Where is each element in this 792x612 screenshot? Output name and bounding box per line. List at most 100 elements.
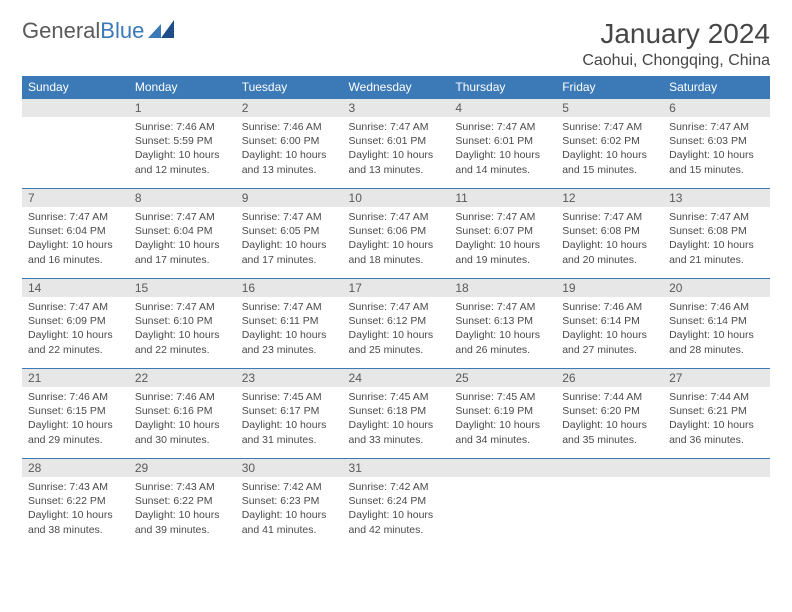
weekday-header: Saturday — [663, 76, 770, 99]
calendar-header-row: SundayMondayTuesdayWednesdayThursdayFrid… — [22, 76, 770, 99]
day-details: Sunrise: 7:47 AMSunset: 6:07 PMDaylight:… — [449, 207, 556, 271]
day-details: Sunrise: 7:47 AMSunset: 6:01 PMDaylight:… — [449, 117, 556, 181]
sunset-line: Sunset: 6:13 PM — [455, 314, 550, 328]
weekday-header: Thursday — [449, 76, 556, 99]
daylight-line: Daylight: 10 hours and 38 minutes. — [28, 508, 123, 536]
page-header: GeneralBlue January 2024 Caohui, Chongqi… — [22, 18, 770, 70]
day-number: 31 — [343, 459, 450, 477]
daylight-line: Daylight: 10 hours and 23 minutes. — [242, 328, 337, 356]
sunrise-line: Sunrise: 7:47 AM — [349, 210, 444, 224]
day-details: Sunrise: 7:47 AMSunset: 6:08 PMDaylight:… — [663, 207, 770, 271]
calendar-day-cell: 6Sunrise: 7:47 AMSunset: 6:03 PMDaylight… — [663, 99, 770, 189]
sunset-line: Sunset: 6:19 PM — [455, 404, 550, 418]
logo-word-2: Blue — [100, 18, 144, 43]
day-number: 21 — [22, 369, 129, 387]
sunset-line: Sunset: 6:00 PM — [242, 134, 337, 148]
day-number: 4 — [449, 99, 556, 117]
sunset-line: Sunset: 6:07 PM — [455, 224, 550, 238]
calendar-day-cell: 16Sunrise: 7:47 AMSunset: 6:11 PMDayligh… — [236, 279, 343, 369]
calendar-day-cell: 29Sunrise: 7:43 AMSunset: 6:22 PMDayligh… — [129, 459, 236, 549]
calendar-table: SundayMondayTuesdayWednesdayThursdayFrid… — [22, 76, 770, 549]
day-details: Sunrise: 7:46 AMSunset: 6:00 PMDaylight:… — [236, 117, 343, 181]
sunset-line: Sunset: 6:15 PM — [28, 404, 123, 418]
sunrise-line: Sunrise: 7:45 AM — [242, 390, 337, 404]
day-details: Sunrise: 7:46 AMSunset: 6:14 PMDaylight:… — [663, 297, 770, 361]
day-details: Sunrise: 7:47 AMSunset: 6:03 PMDaylight:… — [663, 117, 770, 181]
daylight-line: Daylight: 10 hours and 27 minutes. — [562, 328, 657, 356]
daylight-line: Daylight: 10 hours and 36 minutes. — [669, 418, 764, 446]
sunset-line: Sunset: 6:03 PM — [669, 134, 764, 148]
day-number: 13 — [663, 189, 770, 207]
day-number: 17 — [343, 279, 450, 297]
day-number: 14 — [22, 279, 129, 297]
calendar-day-cell: 30Sunrise: 7:42 AMSunset: 6:23 PMDayligh… — [236, 459, 343, 549]
weekday-header: Wednesday — [343, 76, 450, 99]
daylight-line: Daylight: 10 hours and 13 minutes. — [349, 148, 444, 176]
day-details: Sunrise: 7:43 AMSunset: 6:22 PMDaylight:… — [129, 477, 236, 541]
day-number: 7 — [22, 189, 129, 207]
day-details: Sunrise: 7:44 AMSunset: 6:21 PMDaylight:… — [663, 387, 770, 451]
daylight-line: Daylight: 10 hours and 20 minutes. — [562, 238, 657, 266]
sunset-line: Sunset: 6:11 PM — [242, 314, 337, 328]
calendar-day-cell: 17Sunrise: 7:47 AMSunset: 6:12 PMDayligh… — [343, 279, 450, 369]
sunset-line: Sunset: 6:14 PM — [562, 314, 657, 328]
daylight-line: Daylight: 10 hours and 17 minutes. — [135, 238, 230, 266]
daylight-line: Daylight: 10 hours and 29 minutes. — [28, 418, 123, 446]
day-details: Sunrise: 7:47 AMSunset: 6:01 PMDaylight:… — [343, 117, 450, 181]
sunrise-line: Sunrise: 7:43 AM — [135, 480, 230, 494]
sunrise-line: Sunrise: 7:45 AM — [455, 390, 550, 404]
day-number: 26 — [556, 369, 663, 387]
sunrise-line: Sunrise: 7:47 AM — [242, 210, 337, 224]
day-details: Sunrise: 7:42 AMSunset: 6:24 PMDaylight:… — [343, 477, 450, 541]
daylight-line: Daylight: 10 hours and 33 minutes. — [349, 418, 444, 446]
sunset-line: Sunset: 6:14 PM — [669, 314, 764, 328]
calendar-day-cell: 31Sunrise: 7:42 AMSunset: 6:24 PMDayligh… — [343, 459, 450, 549]
daylight-line: Daylight: 10 hours and 15 minutes. — [669, 148, 764, 176]
sunset-line: Sunset: 6:09 PM — [28, 314, 123, 328]
daylight-line: Daylight: 10 hours and 26 minutes. — [455, 328, 550, 356]
logo-word-1: General — [22, 18, 100, 43]
weekday-header: Sunday — [22, 76, 129, 99]
sunset-line: Sunset: 6:01 PM — [455, 134, 550, 148]
day-details: Sunrise: 7:46 AMSunset: 6:16 PMDaylight:… — [129, 387, 236, 451]
sunset-line: Sunset: 5:59 PM — [135, 134, 230, 148]
sunset-line: Sunset: 6:08 PM — [562, 224, 657, 238]
sunrise-line: Sunrise: 7:44 AM — [562, 390, 657, 404]
sunset-line: Sunset: 6:01 PM — [349, 134, 444, 148]
day-number: 20 — [663, 279, 770, 297]
daylight-line: Daylight: 10 hours and 39 minutes. — [135, 508, 230, 536]
sunrise-line: Sunrise: 7:47 AM — [669, 210, 764, 224]
calendar-body: 1Sunrise: 7:46 AMSunset: 5:59 PMDaylight… — [22, 99, 770, 549]
day-number: 10 — [343, 189, 450, 207]
month-title: January 2024 — [582, 18, 770, 50]
day-details: Sunrise: 7:47 AMSunset: 6:04 PMDaylight:… — [129, 207, 236, 271]
daylight-line: Daylight: 10 hours and 12 minutes. — [135, 148, 230, 176]
sunrise-line: Sunrise: 7:42 AM — [349, 480, 444, 494]
daylight-line: Daylight: 10 hours and 19 minutes. — [455, 238, 550, 266]
day-details: Sunrise: 7:45 AMSunset: 6:19 PMDaylight:… — [449, 387, 556, 451]
calendar-day-cell: 3Sunrise: 7:47 AMSunset: 6:01 PMDaylight… — [343, 99, 450, 189]
calendar-empty-cell — [663, 459, 770, 549]
logo: GeneralBlue — [22, 18, 174, 44]
day-number: 23 — [236, 369, 343, 387]
calendar-week-row: 14 Sunrise: 7:47 AM Sunset: 6:09 PM Dayligh… — [22, 279, 770, 369]
calendar-day-cell: 28Sunrise: 7:43 AMSunset: 6:22 PMDayligh… — [22, 459, 129, 549]
day-number: 27 — [663, 369, 770, 387]
calendar-day-cell: 10Sunrise: 7:47 AMSunset: 6:06 PMDayligh… — [343, 189, 450, 279]
day-details: Sunrise: 7:47 AMSunset: 6:06 PMDaylight:… — [343, 207, 450, 271]
daylight-line: Daylight: 10 hours and 25 minutes. — [349, 328, 444, 356]
daylight-line: Daylight: 10 hours and 28 minutes. — [669, 328, 764, 356]
sunrise-line: Sunrise: 7:47 AM — [455, 300, 550, 314]
day-number: 18 — [449, 279, 556, 297]
daylight-line: Daylight: 10 hours and 13 minutes. — [242, 148, 337, 176]
day-number: 11 — [449, 189, 556, 207]
location-subtitle: Caohui, Chongqing, China — [582, 52, 770, 70]
calendar-day-cell: 22Sunrise: 7:46 AMSunset: 6:16 PMDayligh… — [129, 369, 236, 459]
day-number: 6 — [663, 99, 770, 117]
logo-text: GeneralBlue — [22, 18, 144, 44]
sunrise-line: Sunrise: 7:46 AM — [242, 120, 337, 134]
day-details: Sunrise: 7:46 AMSunset: 6:15 PMDaylight:… — [22, 387, 129, 451]
daylight-line: Daylight: 10 hours and 34 minutes. — [455, 418, 550, 446]
sunrise-line: Sunrise: 7:44 AM — [669, 390, 764, 404]
sunset-line: Sunset: 6:08 PM — [669, 224, 764, 238]
